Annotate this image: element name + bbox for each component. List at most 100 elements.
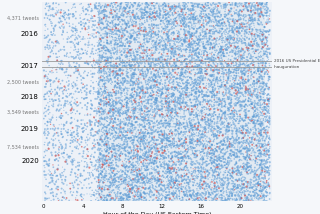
Point	[96, 129, 101, 132]
Point	[131, 77, 136, 80]
Point	[146, 56, 151, 60]
Point	[114, 37, 119, 40]
Point	[199, 74, 204, 78]
Point	[162, 145, 167, 149]
Point	[114, 101, 119, 104]
Point	[264, 115, 269, 118]
Point	[108, 72, 113, 75]
Point	[135, 117, 140, 120]
Point	[189, 163, 194, 167]
Point	[232, 79, 237, 83]
Point	[221, 55, 226, 58]
Point	[249, 180, 254, 184]
Point	[193, 15, 198, 19]
Point	[220, 68, 225, 71]
Point	[252, 109, 257, 113]
Point	[82, 113, 87, 117]
Point	[150, 186, 155, 189]
Point	[201, 158, 206, 161]
Point	[170, 63, 175, 67]
Point	[172, 9, 177, 13]
Point	[205, 95, 210, 98]
Point	[192, 49, 197, 52]
Point	[202, 187, 207, 190]
Point	[115, 110, 120, 113]
Point	[114, 26, 119, 30]
Point	[102, 162, 108, 165]
Point	[113, 155, 118, 158]
Point	[214, 146, 219, 149]
Point	[133, 156, 138, 159]
Point	[244, 188, 249, 191]
Point	[195, 182, 200, 185]
Point	[209, 133, 214, 137]
Point	[120, 100, 125, 103]
Point	[173, 197, 178, 201]
Point	[79, 136, 84, 139]
Point	[165, 163, 170, 167]
Point	[123, 166, 128, 170]
Point	[205, 101, 211, 105]
Point	[267, 147, 272, 150]
Point	[134, 38, 139, 42]
Point	[134, 116, 139, 119]
Point	[210, 157, 215, 160]
Point	[92, 116, 97, 120]
Point	[148, 56, 153, 60]
Point	[255, 81, 260, 84]
Point	[198, 123, 203, 126]
Point	[159, 92, 164, 96]
Point	[250, 47, 255, 51]
Point	[128, 35, 133, 39]
Point	[262, 25, 267, 28]
Point	[167, 175, 172, 179]
Point	[227, 30, 232, 33]
Point	[189, 170, 194, 173]
Point	[227, 22, 232, 25]
Point	[148, 94, 153, 98]
Point	[167, 171, 172, 174]
Point	[256, 115, 261, 118]
Point	[161, 65, 166, 68]
Point	[107, 158, 112, 161]
Point	[188, 195, 194, 198]
Point	[220, 125, 225, 129]
Point	[157, 57, 162, 61]
Point	[216, 24, 221, 28]
Point	[165, 174, 170, 177]
Point	[249, 18, 254, 22]
Point	[210, 89, 215, 92]
Point	[57, 94, 62, 98]
Point	[205, 157, 210, 160]
Point	[180, 100, 185, 104]
Point	[210, 90, 215, 93]
Point	[257, 174, 262, 177]
Point	[226, 164, 231, 168]
Point	[108, 65, 114, 68]
Point	[154, 62, 159, 65]
Point	[263, 155, 268, 158]
Point	[262, 8, 267, 11]
Point	[79, 193, 84, 196]
Point	[169, 46, 174, 50]
Point	[176, 119, 181, 123]
Point	[119, 41, 124, 44]
Point	[112, 28, 117, 32]
Point	[56, 3, 61, 6]
Point	[211, 108, 216, 111]
Point	[235, 31, 240, 34]
Point	[224, 162, 229, 166]
Point	[200, 156, 205, 160]
Point	[150, 12, 156, 15]
Point	[144, 106, 149, 110]
Point	[200, 79, 205, 82]
Point	[56, 49, 61, 53]
Point	[119, 199, 124, 202]
Point	[213, 155, 219, 158]
Point	[150, 78, 156, 82]
Point	[200, 109, 205, 112]
Point	[108, 181, 113, 184]
Point	[180, 155, 185, 159]
Point	[226, 156, 231, 160]
Point	[153, 111, 158, 115]
